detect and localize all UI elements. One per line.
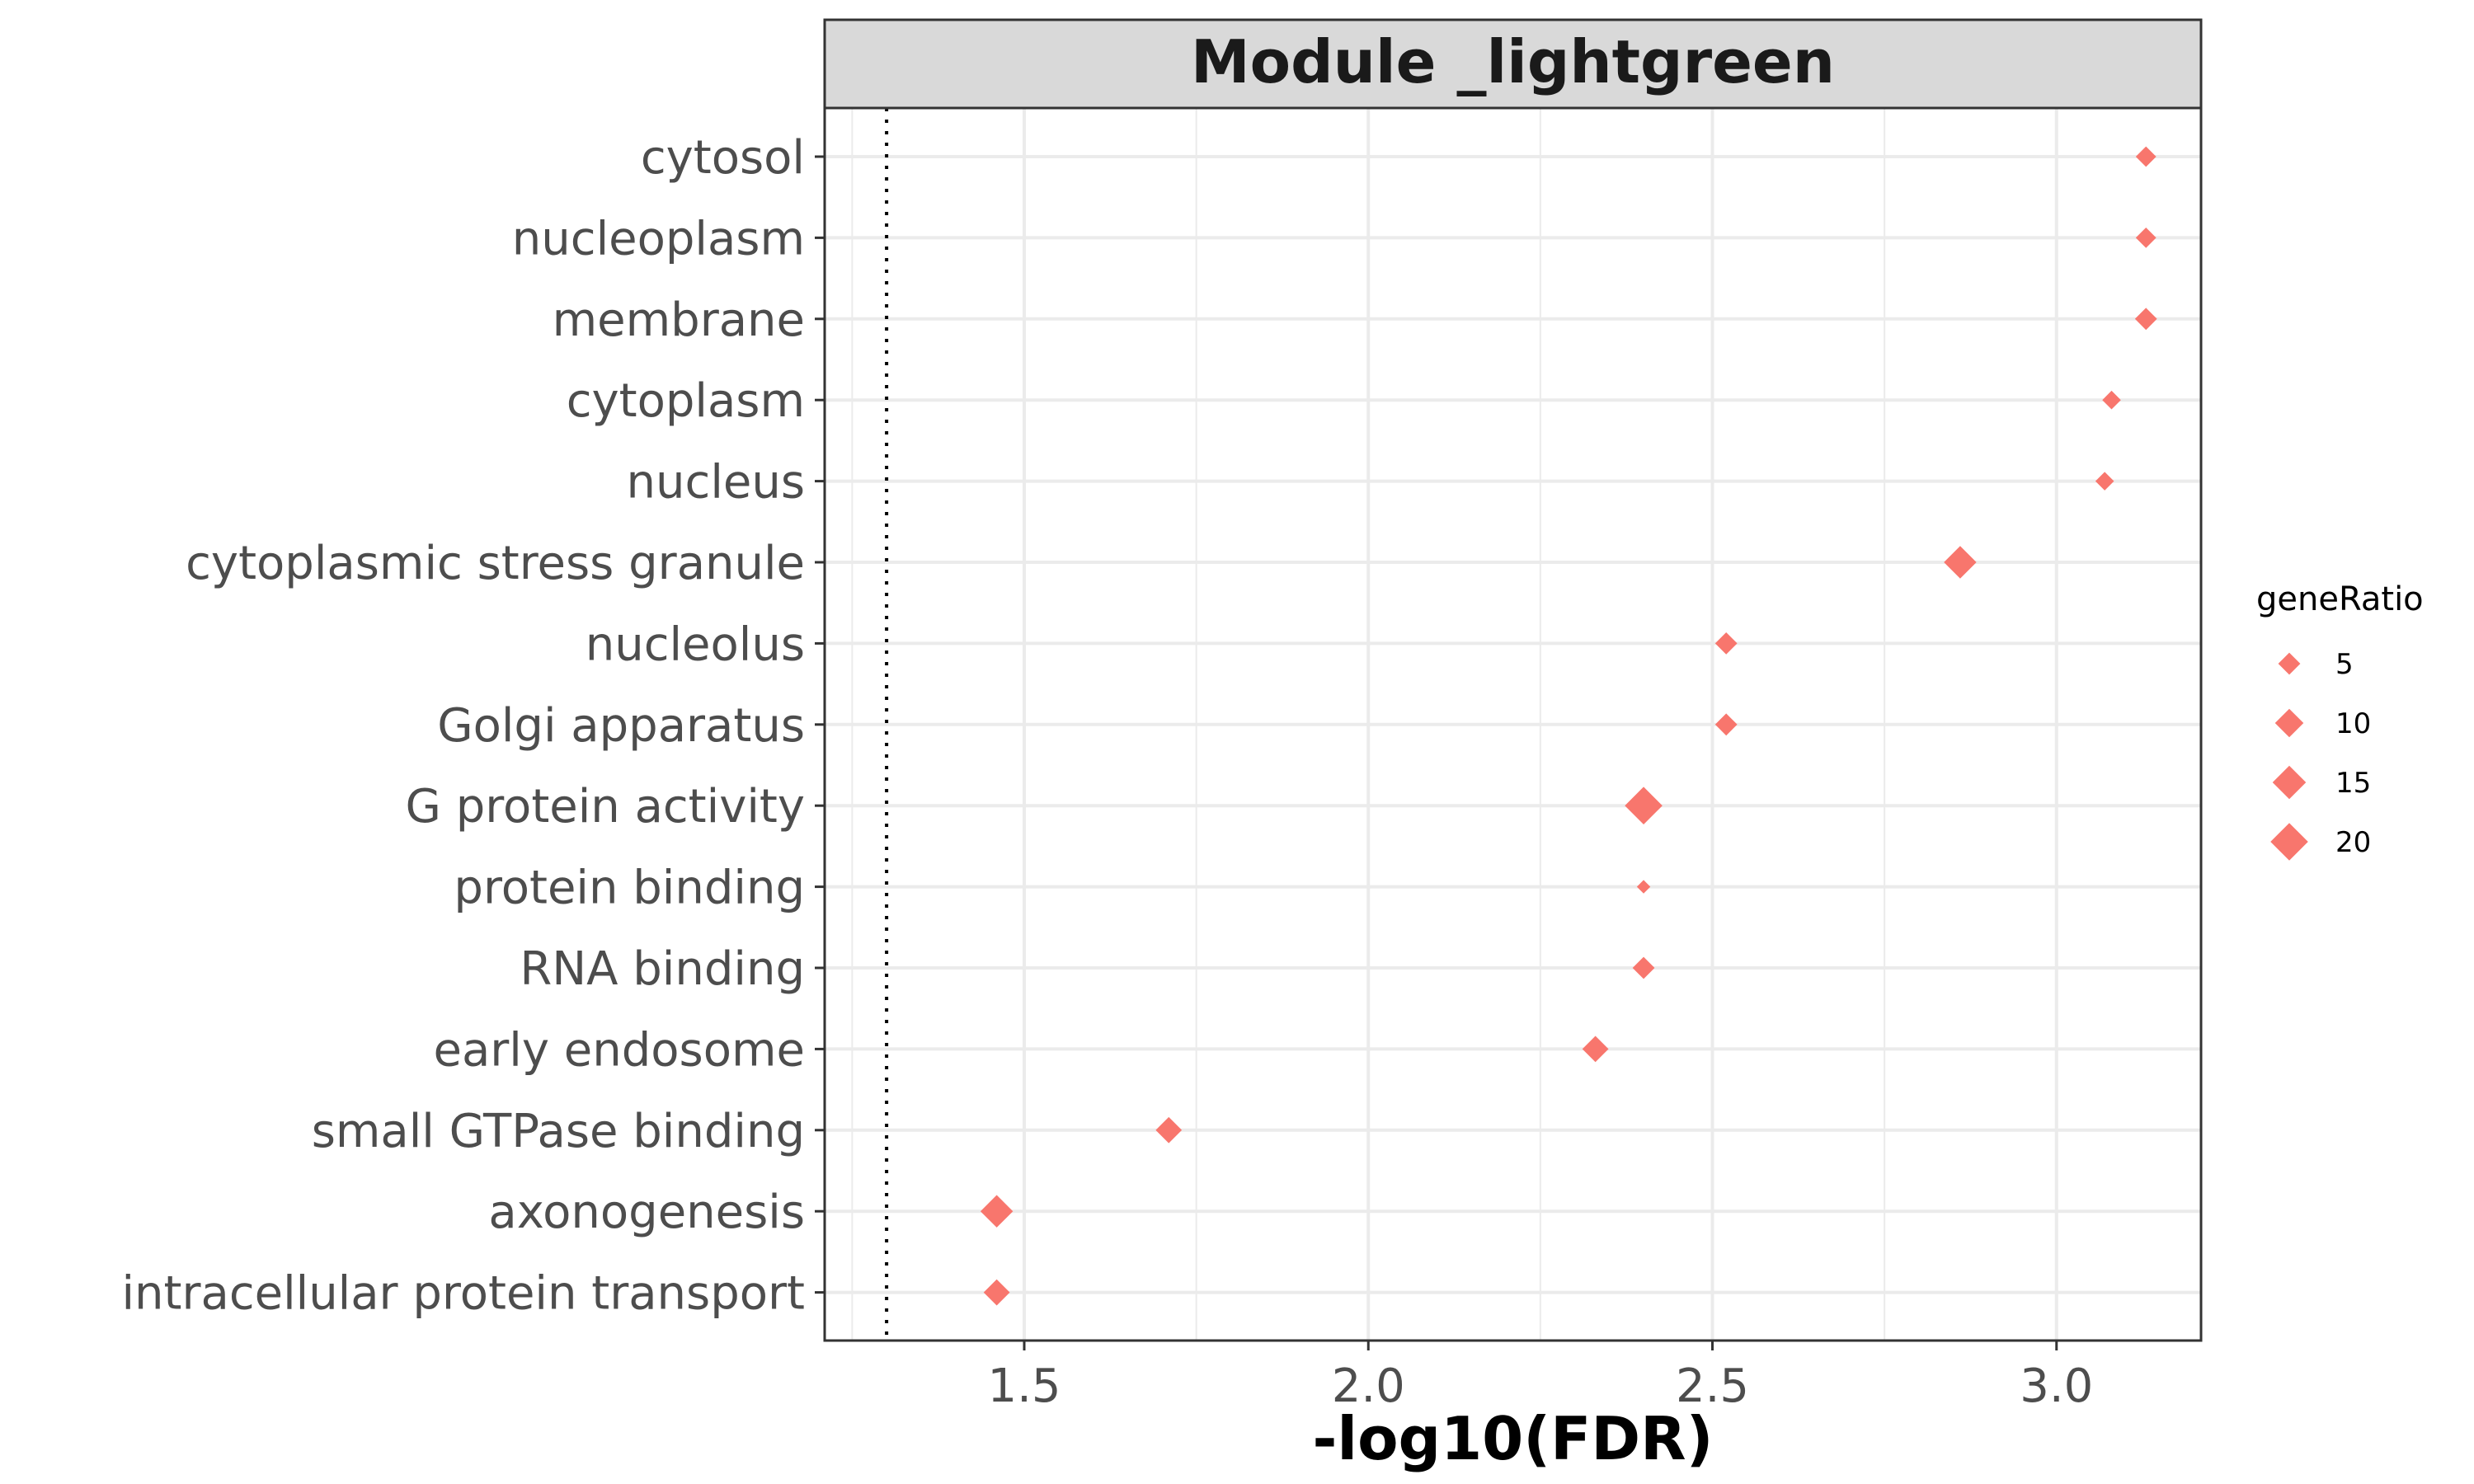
y-tick-label: intracellular protein transport <box>121 1267 805 1321</box>
data-point <box>1625 787 1663 824</box>
y-tick-label: cytoplasm <box>567 374 805 428</box>
x-axis: 1.5 2.0 2.5 3.0 <box>987 1341 2093 1413</box>
data-point <box>980 1195 1014 1228</box>
data-point <box>2095 472 2114 491</box>
data-point <box>1155 1116 1183 1144</box>
x-axis-title: -log10(FDR) <box>1313 1404 1714 1473</box>
y-tick-label: small GTPase binding <box>312 1105 805 1158</box>
legend-label: 15 <box>2335 767 2371 800</box>
y-tick-label: G protein activity <box>406 780 805 834</box>
y-tick-label: protein binding <box>454 862 805 915</box>
legend-key <box>2270 823 2308 861</box>
x-tick-label: 2.5 <box>1676 1360 1749 1413</box>
y-tick-label: cytosol <box>641 131 805 185</box>
legend-entries: 5 10 15 20 <box>2270 648 2371 861</box>
y-tick-label: early endosome <box>434 1023 806 1077</box>
chart-title: Module _lightgreen <box>1191 27 1835 96</box>
y-tick-label: nucleoplasm <box>512 212 805 265</box>
data-point <box>1632 956 1655 979</box>
x-tick-label: 1.5 <box>987 1360 1061 1413</box>
data-point <box>1636 880 1651 894</box>
grid-major <box>825 108 2201 1341</box>
y-tick-label: cytoplasmic stress granule <box>186 537 805 590</box>
facet-strip <box>823 18 2203 110</box>
legend-key <box>2274 708 2304 738</box>
y-axis: cytosol nucleoplasm membrane cytoplasm nucle… <box>121 131 825 1321</box>
y-tick-label: nucleus <box>627 456 805 510</box>
data-point <box>2134 308 2157 331</box>
data-point <box>2135 228 2157 248</box>
data-point <box>2135 146 2157 167</box>
y-tick-label: axonogenesis <box>488 1186 805 1239</box>
legend-title: geneRatio <box>2256 580 2424 618</box>
data-point <box>1944 546 1977 579</box>
points <box>980 146 2157 1306</box>
data-point <box>1582 1036 1609 1063</box>
x-tick-label: 2.0 <box>1332 1360 1405 1413</box>
data-point <box>1714 632 1738 655</box>
legend-label: 10 <box>2335 707 2371 740</box>
legend-key <box>2278 652 2301 675</box>
legend-label: 5 <box>2335 648 2354 681</box>
legend-label: 20 <box>2335 826 2371 859</box>
y-tick-label: membrane <box>553 294 805 347</box>
data-point <box>1714 713 1738 736</box>
legend: geneRatio 5 10 15 20 <box>2256 580 2424 861</box>
data-point <box>983 1279 1010 1306</box>
y-tick-label: nucleolus <box>586 618 805 671</box>
legend-key <box>2272 765 2307 800</box>
y-tick-label: RNA binding <box>520 942 805 996</box>
data-point <box>2102 390 2121 410</box>
x-tick-label: 3.0 <box>2020 1360 2093 1413</box>
y-tick-label: Golgi apparatus <box>437 699 805 753</box>
